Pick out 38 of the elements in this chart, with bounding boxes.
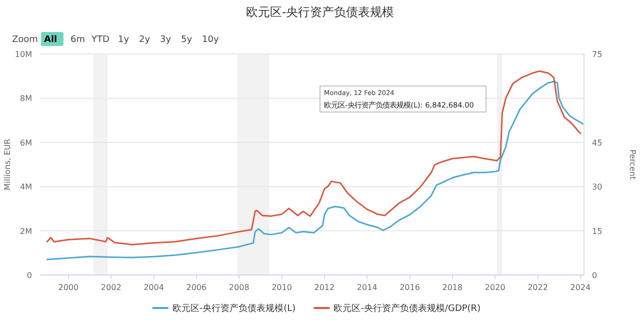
chart-title: 欧元区-央行资产负债表规模	[246, 5, 394, 19]
y-tick-label: 4M	[20, 182, 32, 192]
text: 2y	[139, 35, 151, 45]
text: 1y	[118, 35, 130, 45]
text: Zoom	[12, 35, 38, 45]
x-tick-label: 2002	[100, 283, 122, 292]
x-tick-label: 2000	[58, 283, 79, 292]
y-axis-title: Millions, EUR	[3, 138, 12, 190]
x-tick-label: 2004	[144, 283, 164, 292]
x-tick-label: 2008	[228, 283, 250, 292]
y-tick-label: 6M	[20, 138, 32, 148]
legend-label: 欧元区-央行资产负债表规模(L)	[172, 303, 296, 314]
x-tick-label: 2022	[528, 283, 548, 292]
y-tick-label: 8M	[20, 94, 32, 104]
x-tick-label: 2024	[570, 283, 591, 292]
text: 6m	[70, 35, 85, 45]
x-tick-label: 2018	[442, 283, 463, 292]
y2-tick-label: 30	[592, 182, 602, 192]
x-tick-label: 2016	[400, 283, 420, 292]
text: All	[44, 35, 58, 45]
x-tick-label: 2020	[484, 283, 506, 292]
y2-axis-title: Percent	[628, 149, 637, 180]
y-tick-label: 10M	[14, 50, 32, 59]
text: YTD	[90, 35, 110, 45]
text: 3y	[160, 35, 172, 45]
y-tick-label: 0	[26, 271, 32, 280]
x-tick-label: 2010	[272, 283, 292, 292]
text: 10y	[202, 35, 220, 45]
y2-tick-label: 75	[592, 50, 602, 59]
y2-tick-label: 45	[592, 138, 602, 148]
y2-tick-label: 0	[592, 271, 598, 280]
text: 5y	[181, 35, 193, 45]
y2-tick-label: 15	[592, 226, 602, 236]
y-tick-label: 2M	[20, 226, 32, 236]
legend-label: 欧元区-央行资产负债表规模/GDP(R)	[334, 303, 481, 314]
x-tick-label: 2006	[186, 283, 207, 292]
x-tick-label: 2014	[356, 283, 378, 292]
x-tick-label: 2012	[314, 283, 335, 292]
